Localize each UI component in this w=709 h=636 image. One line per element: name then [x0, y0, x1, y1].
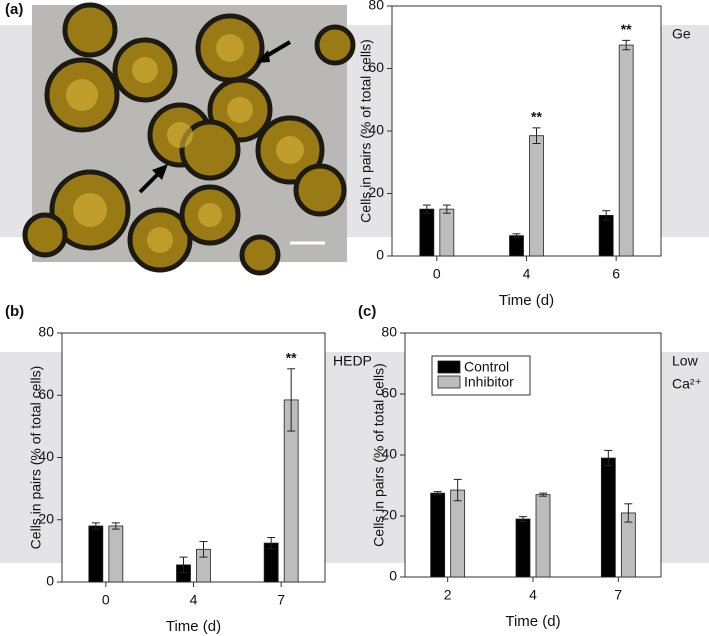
bar — [88, 525, 104, 583]
y-tick-label: 20 — [38, 510, 54, 526]
annotation: HEDP — [333, 353, 372, 369]
y-tick-label: 0 — [389, 568, 397, 584]
micrograph — [22, 2, 356, 276]
significance-label: ** — [531, 109, 542, 125]
x-tick-label: 7 — [614, 587, 622, 603]
bar — [450, 489, 466, 578]
error-bar — [453, 478, 462, 502]
error-bar — [519, 516, 527, 522]
error-bar — [532, 127, 541, 144]
error-bar — [179, 556, 188, 574]
error-bar — [422, 204, 431, 214]
panel-label: (b) — [5, 303, 24, 320]
x-tick-label: 0 — [433, 266, 441, 282]
y-tick-label: 60 — [38, 386, 54, 402]
error-bar — [624, 503, 633, 523]
legend-swatch — [437, 375, 461, 389]
panel-label: (a) — [5, 1, 23, 18]
legend-label: Control — [464, 359, 509, 375]
y-tick-label: 60 — [368, 59, 384, 75]
error-bar — [539, 492, 547, 497]
y-tick-label: 80 — [38, 324, 54, 340]
bar — [600, 457, 616, 578]
x-tick-label: 0 — [102, 592, 110, 608]
error-bar — [512, 233, 521, 239]
y-tick-label: 40 — [381, 446, 397, 462]
plot-area — [391, 5, 662, 257]
y-tick-label: 20 — [368, 184, 384, 200]
significance-label: ** — [286, 349, 297, 365]
bar — [618, 44, 634, 257]
error-bar — [433, 491, 442, 496]
error-bar — [602, 210, 611, 221]
annotation: Ca²⁺ — [672, 376, 702, 392]
x-tick-label: 4 — [190, 592, 198, 608]
error-bar — [604, 449, 613, 467]
y-tick-label: 40 — [368, 122, 384, 138]
x-tick-label: 2 — [444, 587, 452, 603]
error-bar — [199, 541, 208, 558]
error-bar — [442, 204, 451, 214]
x-tick-label: 4 — [523, 266, 531, 282]
error-bar — [91, 522, 100, 530]
bar — [419, 208, 435, 257]
y-axis-label: Cells in pairs (% of total cells) — [28, 366, 44, 550]
x-tick-label: 6 — [612, 266, 620, 282]
y-tick-label: 20 — [381, 507, 397, 523]
x-axis-label: Time (d) — [166, 618, 221, 635]
y-tick-label: 40 — [38, 448, 54, 464]
error-bar — [287, 368, 296, 432]
x-tick-label: 7 — [277, 592, 285, 608]
error-bar — [111, 522, 120, 530]
bar — [509, 235, 524, 257]
annotation: Low — [672, 353, 699, 369]
annotation: Ge — [672, 26, 691, 42]
x-axis-label: Time (d) — [505, 613, 560, 630]
bar — [439, 208, 455, 257]
y-tick-label: 80 — [381, 324, 397, 340]
y-axis-label: Cells in pairs (% of total cells) — [371, 363, 387, 547]
significance-label: ** — [621, 21, 632, 37]
bar — [535, 494, 551, 578]
bar — [108, 525, 124, 583]
y-tick-label: 0 — [46, 573, 54, 589]
legend-swatch — [437, 360, 461, 374]
y-tick-label: 0 — [376, 247, 384, 263]
y-tick-label: 80 — [368, 0, 384, 13]
y-tick-label: 60 — [381, 385, 397, 401]
bar — [430, 492, 446, 578]
error-bar — [622, 39, 631, 51]
panel-label: (c) — [358, 303, 376, 320]
legend-label: Inhibitor — [464, 374, 514, 390]
x-axis-label: Time (d) — [499, 292, 554, 309]
bar — [529, 135, 544, 257]
error-bar — [267, 536, 276, 550]
y-axis-label: Cells in pairs (% of total cells) — [358, 39, 374, 223]
x-tick-label: 4 — [529, 587, 537, 603]
bar — [515, 518, 531, 578]
bar — [598, 214, 614, 257]
